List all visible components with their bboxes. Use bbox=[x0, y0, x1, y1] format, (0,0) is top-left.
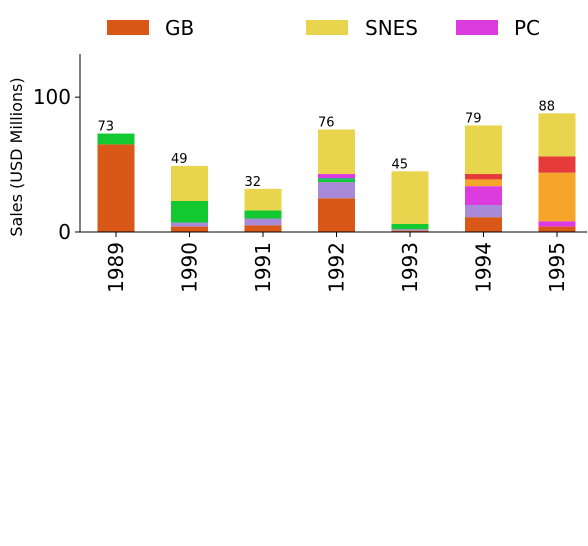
x-tick-label: 1994 bbox=[472, 242, 496, 293]
y-axis-title: Sales (USD Millions) bbox=[7, 77, 26, 236]
y-tick-label: 0 bbox=[58, 220, 71, 244]
y-tick-label: 100 bbox=[33, 85, 71, 109]
bar-segment bbox=[97, 133, 135, 145]
bar-segment bbox=[538, 156, 576, 173]
legend-label: PC bbox=[514, 16, 540, 40]
bar-segments bbox=[97, 113, 576, 232]
bar-total-label: 88 bbox=[539, 99, 556, 114]
bar-total-label: 45 bbox=[392, 157, 409, 172]
bar-segment bbox=[171, 165, 208, 201]
bar-segment bbox=[538, 226, 576, 232]
bar-segment bbox=[171, 226, 208, 232]
x-axis-ticks: 1989 1990 1991 1992 1993 1994 1995 bbox=[104, 232, 569, 293]
y-axis-ticks: 0 100 bbox=[33, 85, 80, 244]
legend-swatch bbox=[107, 20, 149, 35]
bar-segment bbox=[391, 171, 429, 224]
bar-segment bbox=[391, 223, 429, 230]
bar-total-label: 76 bbox=[318, 116, 335, 131]
bar-segment bbox=[171, 222, 208, 227]
bar-segment bbox=[244, 218, 282, 226]
bar-segment bbox=[244, 188, 282, 211]
bar-segment bbox=[465, 186, 502, 206]
bar-segment bbox=[465, 205, 502, 218]
bar-segment bbox=[318, 178, 355, 180]
bar-segment bbox=[244, 210, 282, 219]
legend-swatch bbox=[306, 20, 348, 35]
bar-segment bbox=[97, 144, 135, 232]
bar-segment bbox=[538, 221, 576, 227]
total-labels: 73 49 32 76 45 79 88 bbox=[98, 99, 556, 190]
legend-label: GB bbox=[165, 16, 194, 40]
bar-segment bbox=[391, 229, 429, 231]
plot-area: 73 49 32 76 45 79 88 0 100 1989 1990 1991 1992 1993… bbox=[33, 54, 587, 293]
bar-segment bbox=[465, 125, 502, 175]
bar-segment bbox=[244, 225, 282, 232]
bar-segment bbox=[538, 113, 576, 157]
bar-segment bbox=[318, 129, 355, 175]
bar-total-label: 73 bbox=[98, 120, 115, 135]
x-tick-label: 1989 bbox=[104, 242, 128, 293]
bar-total-label: 49 bbox=[171, 152, 188, 167]
bar-segment bbox=[538, 172, 576, 222]
legend: GB SNES PC bbox=[107, 16, 540, 40]
x-tick-label: 1992 bbox=[325, 242, 349, 293]
legend-swatch bbox=[456, 20, 498, 35]
bar-total-label: 32 bbox=[245, 175, 262, 190]
bar-segment bbox=[318, 179, 355, 183]
bar-segment bbox=[318, 198, 355, 232]
bar-segment bbox=[465, 217, 502, 232]
x-tick-label: 1993 bbox=[398, 242, 422, 293]
bar-segment bbox=[465, 179, 502, 187]
bar-segment bbox=[391, 230, 429, 232]
bar-segment bbox=[465, 174, 502, 180]
x-tick-label: 1995 bbox=[545, 242, 569, 293]
legend-label: SNES bbox=[365, 16, 418, 40]
x-tick-label: 1991 bbox=[251, 242, 275, 293]
bar-segment bbox=[318, 182, 355, 199]
x-tick-label: 1990 bbox=[178, 242, 202, 293]
bar-segment bbox=[318, 174, 355, 179]
bar-total-label: 79 bbox=[465, 111, 482, 126]
bar-segment bbox=[171, 200, 208, 223]
